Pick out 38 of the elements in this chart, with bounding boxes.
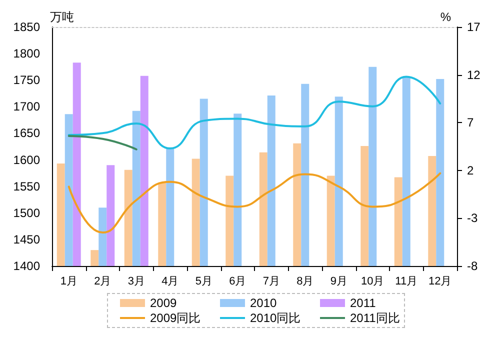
x-tick-label: 11月	[395, 276, 418, 288]
x-tick-label: 6月	[229, 276, 246, 288]
y2-tick-label: 17	[467, 20, 481, 34]
x-tick-label: 8月	[296, 276, 314, 288]
legend-label: 2010	[250, 296, 278, 310]
x-tick-label: 3月	[128, 276, 145, 288]
y-tick-label: 1850	[13, 20, 40, 34]
y-tick-label: 1600	[13, 152, 40, 167]
legend-label: 2009同比	[150, 311, 201, 325]
y2-tick-label: 12	[467, 68, 481, 82]
y-tick-label: 1800	[13, 46, 40, 61]
y-axis-title: 万吨	[50, 10, 74, 24]
y-tick-label: 1750	[13, 73, 40, 88]
y2-tick-label: -8	[467, 259, 478, 273]
x-tick-label: 9月	[330, 276, 348, 288]
legend-label: 2010同比	[250, 311, 301, 325]
y2-tick-label: -3	[467, 211, 478, 226]
x-tick-label: 10月	[361, 276, 384, 288]
y-tick-label: 1650	[13, 126, 40, 140]
line-series	[68, 76, 442, 150]
x-tick-label: 2月	[94, 276, 112, 288]
x-tick-label: 7月	[262, 276, 280, 288]
line-series	[68, 172, 442, 234]
y-tick-label: 1700	[13, 100, 40, 114]
y2-tick-label: 2	[467, 163, 474, 178]
y-tick-label: 1500	[13, 206, 40, 220]
legend-label: 2009	[150, 296, 178, 310]
x-tick-label: 1月	[60, 276, 78, 288]
x-tick-label: 4月	[162, 276, 179, 288]
x-tick-label: 12月	[428, 276, 452, 288]
legend-label: 2011	[350, 296, 376, 310]
legend-label: 2011同比	[350, 311, 400, 325]
y2-tick-label: 7	[467, 116, 474, 130]
x-tick-label: 5月	[195, 276, 212, 288]
y2-axis-title: %	[440, 10, 452, 24]
y-tick-label: 1450	[13, 232, 40, 246]
y-tick-label: 1400	[13, 259, 40, 273]
y-tick-label: 1550	[13, 179, 40, 194]
